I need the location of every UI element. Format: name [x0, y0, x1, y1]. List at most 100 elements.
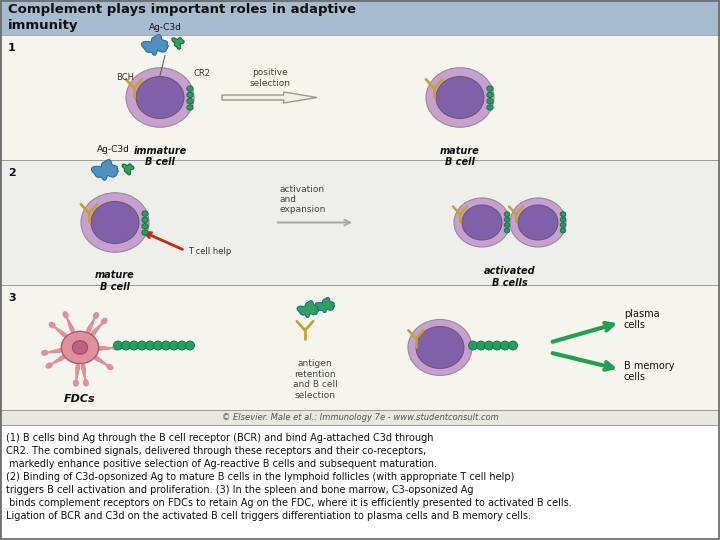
Ellipse shape: [560, 217, 566, 222]
Ellipse shape: [518, 205, 558, 240]
Ellipse shape: [136, 77, 184, 118]
Polygon shape: [91, 160, 118, 180]
Text: mature
B cell: mature B cell: [440, 145, 480, 167]
Ellipse shape: [504, 222, 510, 227]
Text: CR2. The combined signals, delivered through these receptors and their co-recept: CR2. The combined signals, delivered thr…: [6, 446, 426, 456]
Text: binds complement receptors on FDCs to retain Ag on the FDC, where it is efficien: binds complement receptors on FDCs to re…: [6, 498, 572, 508]
Text: (1) B cells bind Ag through the B cell receptor (BCR) and bind Ag-attached C3d t: (1) B cells bind Ag through the B cell r…: [6, 433, 433, 443]
Polygon shape: [142, 35, 168, 55]
Circle shape: [145, 341, 155, 350]
Circle shape: [169, 341, 179, 350]
Circle shape: [492, 341, 502, 350]
Bar: [0, 35, 720, 160]
Ellipse shape: [61, 332, 99, 363]
Circle shape: [500, 341, 510, 350]
Circle shape: [114, 341, 122, 350]
Ellipse shape: [142, 230, 148, 235]
Text: plasma
cells: plasma cells: [624, 309, 660, 330]
Text: positive
selection: positive selection: [250, 68, 290, 87]
Polygon shape: [297, 301, 319, 318]
FancyArrow shape: [222, 92, 317, 103]
Text: FDCs: FDCs: [64, 394, 96, 403]
Ellipse shape: [187, 92, 193, 98]
Text: (2) Binding of C3d-opsonized Ag to mature B cells in the lymphoid follicles (wit: (2) Binding of C3d-opsonized Ag to matur…: [6, 472, 514, 482]
Ellipse shape: [187, 98, 193, 104]
Ellipse shape: [72, 341, 88, 354]
Ellipse shape: [142, 224, 148, 229]
Ellipse shape: [187, 86, 193, 91]
Text: Complement plays important roles in adaptive
immunity: Complement plays important roles in adap…: [8, 3, 356, 32]
Text: antigen
retention
and B cell
selection: antigen retention and B cell selection: [292, 360, 338, 400]
Ellipse shape: [45, 362, 53, 369]
Ellipse shape: [101, 318, 107, 325]
Ellipse shape: [462, 205, 502, 240]
Bar: [0, 410, 720, 425]
Ellipse shape: [73, 379, 79, 387]
Ellipse shape: [487, 86, 493, 91]
Circle shape: [138, 341, 146, 350]
Ellipse shape: [560, 222, 566, 227]
Text: activated
B cells: activated B cells: [484, 267, 536, 288]
Ellipse shape: [487, 98, 493, 104]
Ellipse shape: [454, 198, 510, 247]
Ellipse shape: [126, 68, 194, 127]
Ellipse shape: [107, 364, 114, 370]
Circle shape: [161, 341, 171, 350]
Polygon shape: [172, 38, 184, 49]
Circle shape: [153, 341, 163, 350]
Bar: [0, 285, 720, 410]
Ellipse shape: [91, 201, 139, 244]
Text: CR2: CR2: [194, 69, 211, 78]
Ellipse shape: [83, 379, 89, 387]
Ellipse shape: [142, 211, 148, 217]
Text: mature
B cell: mature B cell: [95, 271, 135, 292]
Bar: [0, 160, 720, 285]
Text: B memory
cells: B memory cells: [624, 361, 675, 382]
Circle shape: [122, 341, 130, 350]
Ellipse shape: [41, 350, 48, 356]
Circle shape: [130, 341, 138, 350]
Ellipse shape: [408, 320, 472, 375]
Text: T cell help: T cell help: [188, 247, 231, 256]
Bar: [0, 425, 720, 540]
Polygon shape: [315, 298, 335, 313]
Polygon shape: [122, 164, 134, 175]
Text: 3: 3: [8, 293, 16, 303]
Ellipse shape: [504, 217, 510, 222]
Bar: [0, 0, 720, 35]
Ellipse shape: [487, 92, 493, 98]
Text: 2: 2: [8, 168, 16, 178]
Ellipse shape: [487, 105, 493, 110]
Ellipse shape: [560, 212, 566, 217]
Circle shape: [178, 341, 186, 350]
Text: BCH: BCH: [116, 72, 134, 82]
Ellipse shape: [63, 311, 69, 319]
Ellipse shape: [49, 322, 55, 328]
Ellipse shape: [504, 228, 510, 233]
Text: Ligation of BCR and C3d on the activated B cell triggers differentiation to plas: Ligation of BCR and C3d on the activated…: [6, 511, 531, 521]
Ellipse shape: [504, 212, 510, 217]
Ellipse shape: [560, 228, 566, 233]
Text: immature
B cell: immature B cell: [133, 145, 186, 167]
Text: © Elsevier. Male et al.: Immunology 7e - www.studentconsult.com: © Elsevier. Male et al.: Immunology 7e -…: [222, 413, 498, 422]
Text: triggers B cell activation and proliferation. (3) In the spleen and bone marrow,: triggers B cell activation and prolifera…: [6, 485, 474, 495]
Ellipse shape: [416, 327, 464, 368]
Ellipse shape: [436, 77, 484, 118]
Text: markedly enhance positive selection of Ag-reactive B cells and subsequent matura: markedly enhance positive selection of A…: [6, 459, 437, 469]
Ellipse shape: [112, 345, 120, 350]
Ellipse shape: [93, 312, 99, 319]
Circle shape: [485, 341, 493, 350]
Ellipse shape: [187, 105, 193, 110]
Text: Ag-C3d: Ag-C3d: [96, 145, 130, 154]
Ellipse shape: [426, 68, 494, 127]
Circle shape: [469, 341, 477, 350]
Text: Ag-C3d: Ag-C3d: [148, 23, 181, 31]
Text: 1: 1: [8, 43, 16, 53]
Ellipse shape: [510, 198, 566, 247]
Ellipse shape: [142, 217, 148, 222]
Circle shape: [508, 341, 518, 350]
Text: activation
and
expansion: activation and expansion: [280, 185, 326, 214]
Circle shape: [477, 341, 485, 350]
Circle shape: [186, 341, 194, 350]
Ellipse shape: [81, 193, 149, 252]
